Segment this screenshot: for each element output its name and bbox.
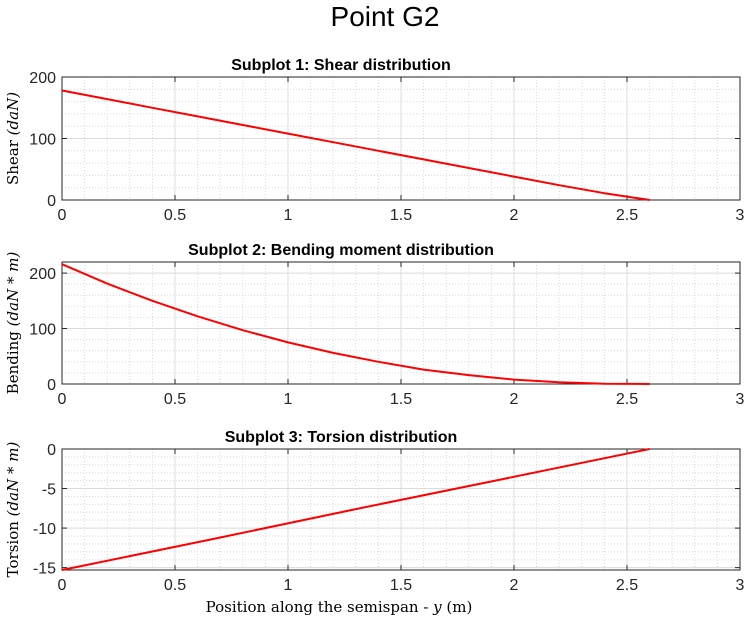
y-axis-label: Torsion (daN * m)	[4, 442, 22, 578]
y-axis-label: Bending (daN * m)	[4, 252, 22, 395]
x-tick-label: 3	[736, 391, 745, 408]
x-axis-label: Position along the semispan - y (m)	[206, 598, 473, 616]
subplot-title: Subplot 1: Shear distribution	[231, 57, 451, 74]
series-line	[61, 263, 650, 385]
subplot-3: 0 0.5 1 1.5 2 2.5 3 -15 -10 -5 0 Subplot 3: Torsion…	[4, 429, 745, 616]
subplot-title: Subplot 2: Bending moment distribution	[188, 242, 494, 259]
x-tick-label: 3	[736, 577, 745, 594]
y-axis-label-text: Shear	[4, 139, 22, 185]
x-tick-label: 0.5	[164, 391, 186, 408]
x-tick-label: 1.5	[390, 577, 412, 594]
subplot-1: 0 0.5 1 1.5 2 2.5 3 0 100 200 Subplot 1: Shear dis…	[4, 57, 745, 224]
y-tick-label: 0	[47, 377, 56, 394]
y-axis-label-unit: (daN * m)	[4, 252, 22, 327]
x-axis-label-unit: (m)	[442, 598, 473, 616]
x-tick-label: 0	[58, 577, 67, 594]
x-tick-label: 1	[284, 577, 293, 594]
y-axis-label-text: Torsion	[4, 521, 22, 578]
x-tick-label: 1.5	[390, 391, 412, 408]
x-tick-label: 0	[58, 391, 67, 408]
x-axis-label-text: Position along the semispan -	[206, 598, 434, 616]
figure-title: Point G2	[331, 1, 440, 32]
x-tick-label: 2	[510, 207, 519, 224]
y-tick-label: -5	[42, 482, 56, 499]
y-axis-label-text: Bending	[4, 331, 22, 395]
subplot-title: Subplot 3: Torsion distribution	[225, 429, 458, 446]
x-tick-label: 0	[58, 207, 67, 224]
y-axis-label-unit: (daN * m)	[4, 442, 22, 517]
x-tick-label: 2.5	[616, 391, 638, 408]
subplot-2: 0 0.5 1 1.5 2 2.5 3 0 100 200 Subplot 2: Bending m…	[4, 242, 745, 408]
x-tick-label: 1	[284, 391, 293, 408]
x-tick-label: 2.5	[616, 577, 638, 594]
y-tick-label: 0	[47, 442, 56, 459]
y-axis-label: Shear (daN)	[4, 92, 22, 185]
x-tick-label: 1	[284, 207, 293, 224]
y-axis-label-unit: (daN)	[4, 92, 22, 136]
y-tick-label: -10	[33, 521, 56, 538]
y-tick-label: 200	[29, 70, 56, 87]
x-tick-label: 3	[736, 207, 745, 224]
y-tick-label: 0	[47, 193, 56, 210]
y-tick-label: 100	[29, 132, 56, 149]
x-tick-label: 2	[510, 391, 519, 408]
x-tick-label: 1.5	[390, 207, 412, 224]
x-axis-label-var: y	[432, 598, 442, 616]
x-tick-label: 2	[510, 577, 519, 594]
x-tick-label: 0.5	[164, 207, 186, 224]
x-tick-label: 2.5	[616, 207, 638, 224]
y-tick-label: 200	[29, 266, 56, 283]
y-tick-label: 100	[29, 322, 56, 339]
series-line	[61, 89, 650, 201]
y-tick-label: -15	[33, 561, 56, 578]
x-tick-label: 0.5	[164, 577, 186, 594]
